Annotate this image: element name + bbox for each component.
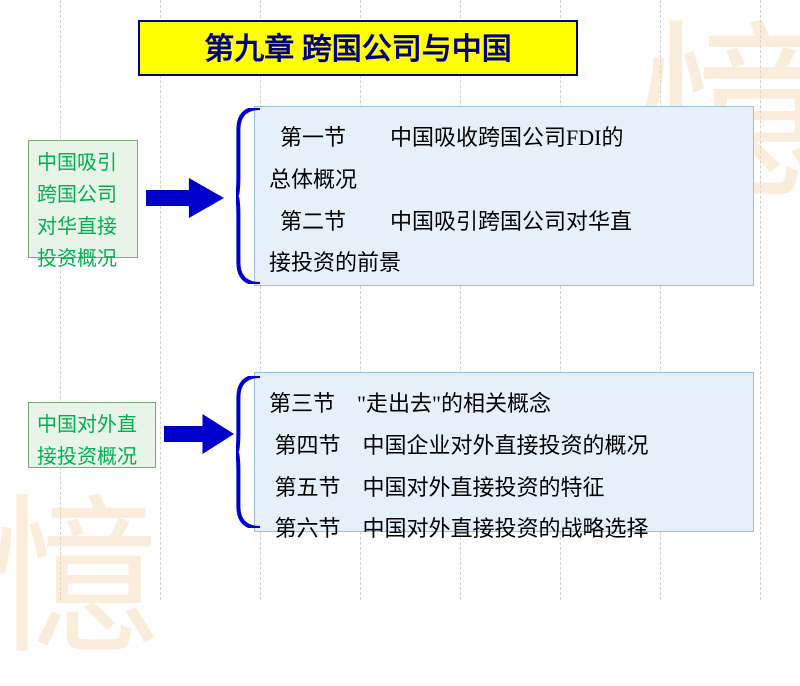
content-line: 第二节 中国吸引跨国公司对华直 — [269, 201, 739, 243]
content-line: 第三节 "走出去"的相关概念 — [269, 383, 739, 425]
chapter-title: 第九章 跨国公司与中国 — [138, 20, 578, 76]
arrow-bottom — [164, 414, 234, 454]
content-line: 第五节 中国对外直接投资的特征 — [269, 467, 739, 509]
side-line: 中国对外直 — [37, 409, 147, 441]
chapter-title-text: 第九章 跨国公司与中国 — [204, 33, 512, 66]
content-line: 总体概况 — [269, 159, 739, 201]
side-line: 中国吸引 — [37, 147, 129, 179]
content-line: 接投资的前景 — [269, 242, 739, 284]
content-line: 第六节 中国对外直接投资的战略选择 — [269, 508, 739, 550]
content-line: 第四节 中国企业对外直接投资的概况 — [269, 425, 739, 467]
content-line: 第一节 中国吸收跨国公司FDI的 — [269, 117, 739, 159]
brace-bottom — [236, 376, 260, 528]
watermark-bottom: 憶 — [0, 440, 160, 686]
side-box-fdi-out: 中国对外直接投资概况 — [28, 402, 156, 468]
side-line: 跨国公司 — [37, 179, 129, 211]
content-box-top: 第一节 中国吸收跨国公司FDI的总体概况 第二节 中国吸引跨国公司对华直接投资的… — [254, 106, 754, 286]
brace-top — [236, 108, 260, 284]
side-line: 投资概况 — [37, 243, 129, 275]
content-box-bottom: 第三节 "走出去"的相关概念 第四节 中国企业对外直接投资的概况 第五节 中国对… — [254, 372, 754, 532]
side-line: 接投资概况 — [37, 441, 147, 473]
arrow-top — [146, 178, 224, 218]
side-line: 对华直接 — [37, 211, 129, 243]
side-box-fdi-in: 中国吸引跨国公司对华直接投资概况 — [28, 140, 138, 258]
